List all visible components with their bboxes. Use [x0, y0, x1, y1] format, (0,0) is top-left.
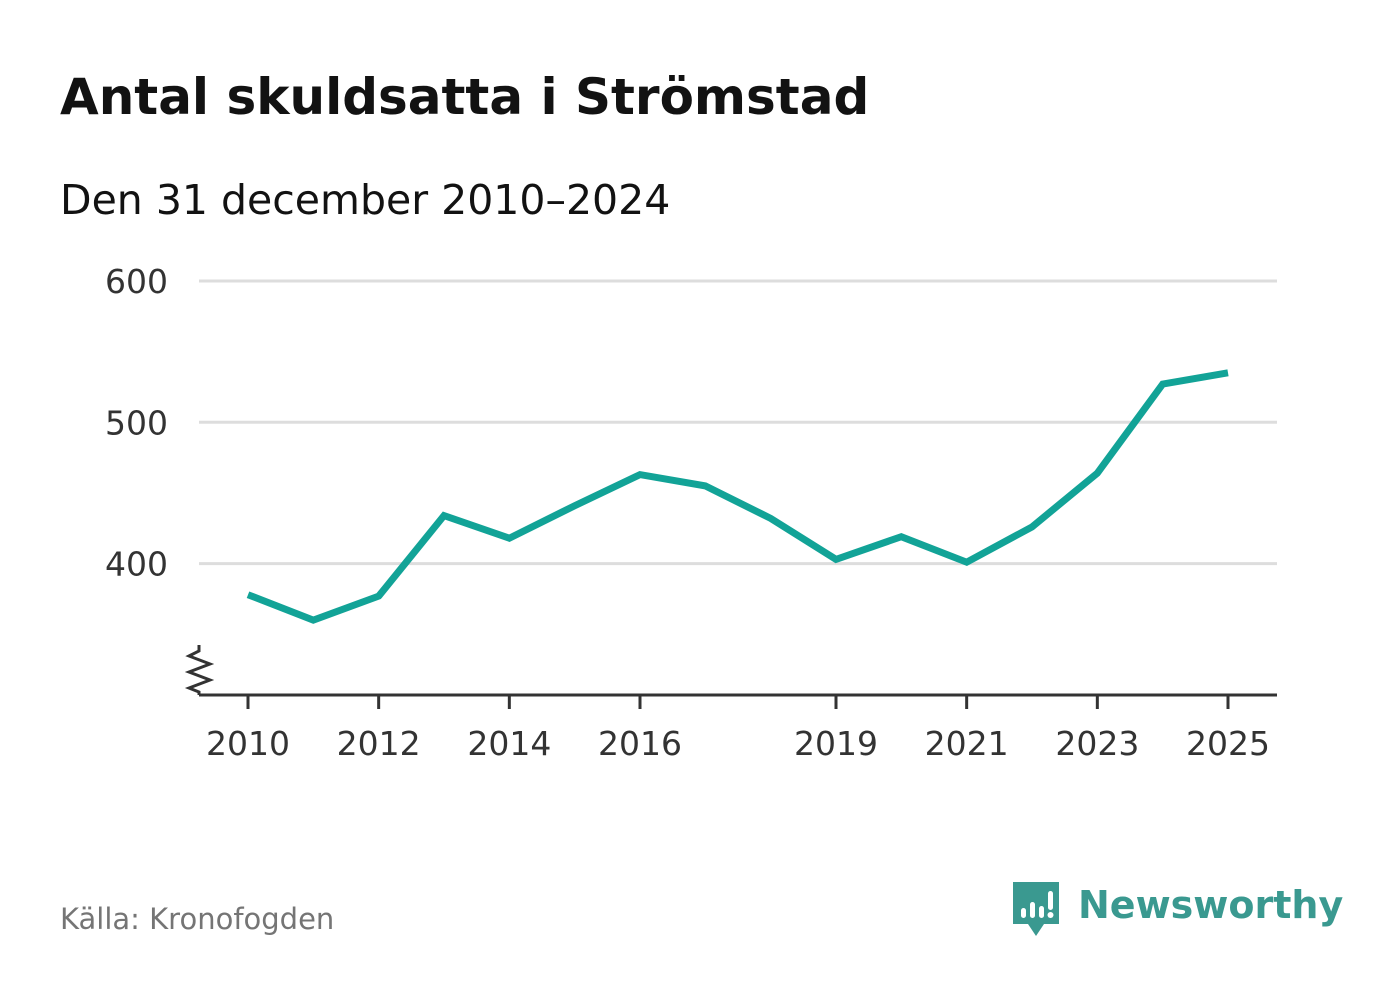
x-tick-label-2023: 2023 [1055, 724, 1139, 763]
gridlines [199, 279, 1277, 566]
series-line-0 [246, 369, 1229, 624]
x-tick-label-2019: 2019 [794, 724, 878, 763]
newsworthy-logo-icon [1013, 882, 1059, 936]
chart-subtitle: Den 31 december 2010–2024 [60, 176, 671, 224]
y-tick-label-600: 600 [105, 262, 168, 301]
x-tick-label-2016: 2016 [598, 724, 682, 763]
y-axis-ticks: 400 500 600 [105, 262, 168, 584]
series [246, 369, 1229, 624]
chart-title: Antal skuldsatta i Strömstad [60, 68, 870, 126]
x-axis [184, 645, 1277, 697]
x-tick-label-2021: 2021 [925, 724, 1009, 763]
x-tick-label-2012: 2012 [337, 724, 421, 763]
x-tick-label-2025: 2025 [1186, 724, 1270, 763]
y-tick-label-400: 400 [105, 545, 168, 584]
brand: Newsworthy [1010, 878, 1343, 942]
brand-name: Newsworthy [1078, 883, 1344, 927]
x-tick-label-2014: 2014 [467, 724, 551, 763]
y-axis-break-icon [184, 645, 215, 695]
x-axis-ticks: 2010 2012 2014 2016 2019 2021 2023 2025 [206, 695, 1270, 763]
source-note: Källa: Kronofogden [60, 902, 335, 936]
x-tick-label-2010: 2010 [206, 724, 290, 763]
y-tick-label-500: 500 [105, 403, 168, 442]
